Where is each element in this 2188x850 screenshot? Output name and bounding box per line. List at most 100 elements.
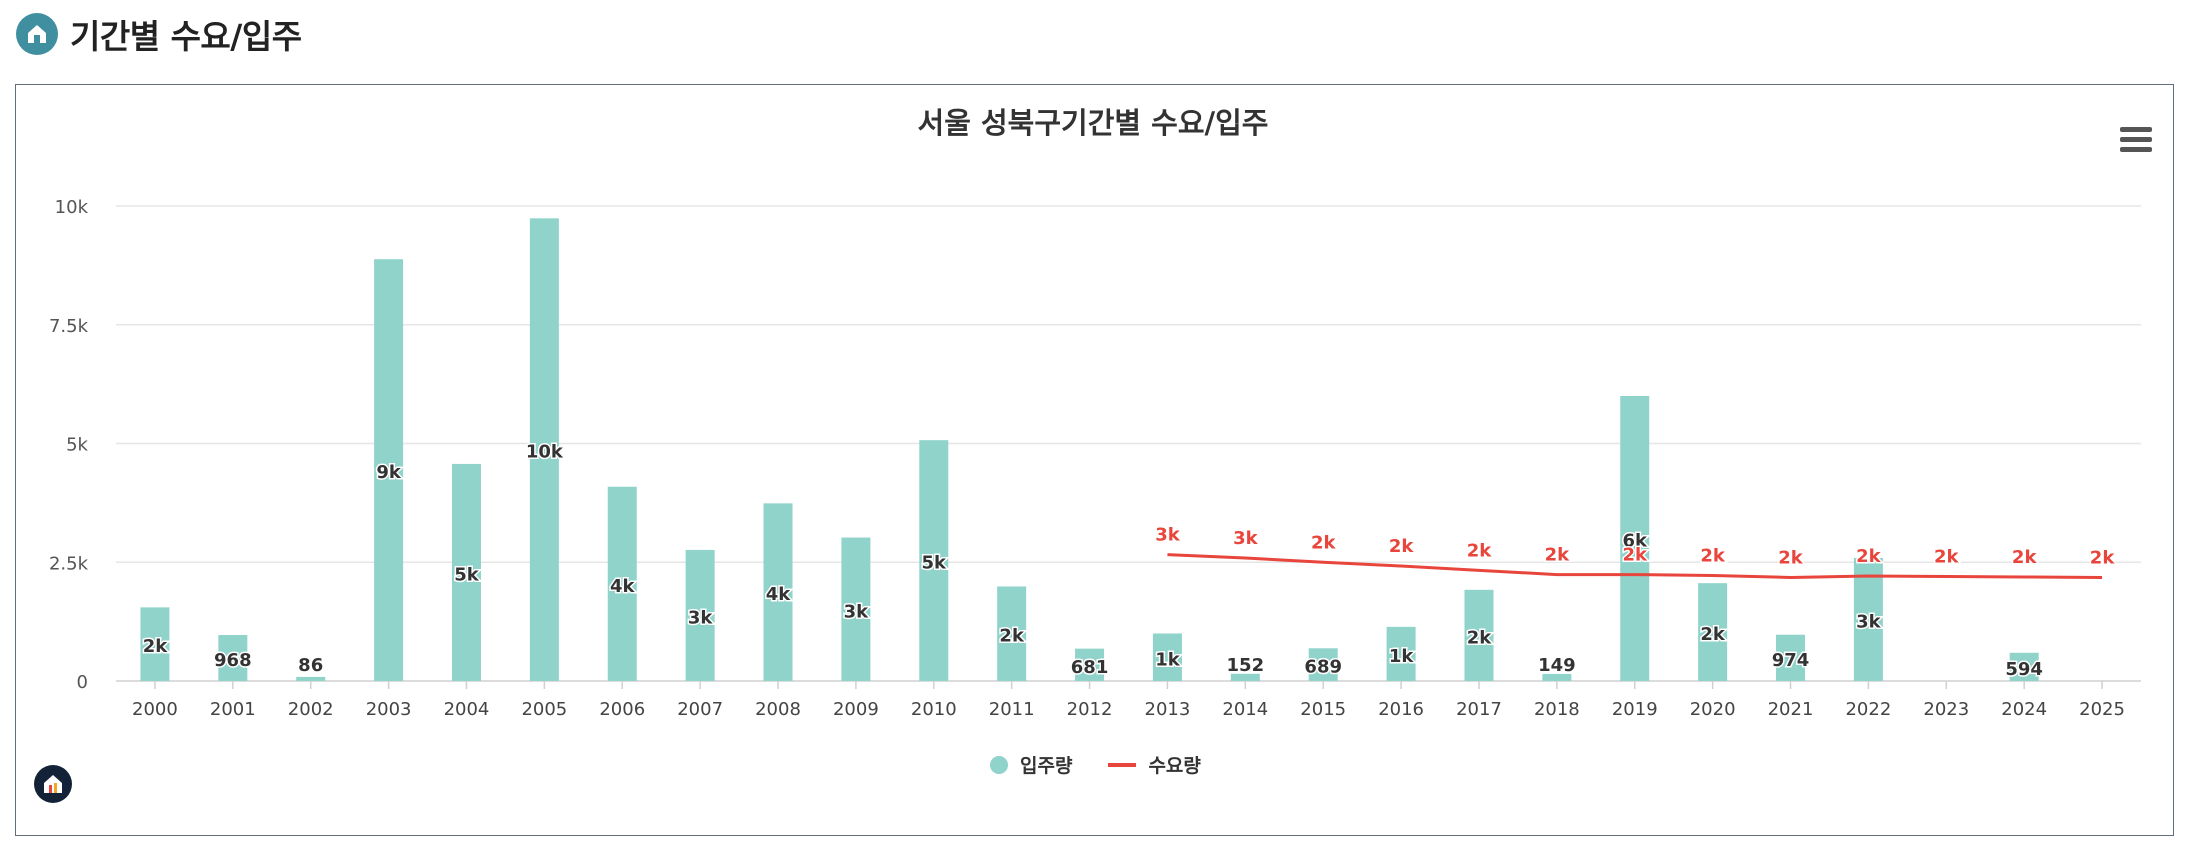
bar-data-label: 968 [214, 650, 252, 671]
bar[interactable] [451, 463, 481, 681]
bar-data-label: 2k [1467, 627, 1493, 648]
y-tick-label: 5k [66, 435, 88, 456]
line-data-label: 3k [1155, 525, 1181, 546]
x-tick-label: 2015 [1300, 699, 1346, 720]
bar-data-label: 2k [1700, 624, 1726, 645]
y-tick-label: 2.5k [49, 553, 89, 574]
x-tick-label: 2007 [677, 699, 723, 720]
bar[interactable] [2009, 652, 2039, 681]
page-header: 기간별 수요/입주 [16, 10, 302, 58]
x-tick-label: 2012 [1067, 699, 1113, 720]
bar-data-label: 3k [844, 601, 870, 622]
bar[interactable] [1776, 634, 1806, 681]
x-tick-label: 2013 [1145, 699, 1191, 720]
bar[interactable] [1386, 626, 1416, 681]
line-data-label: 2k [1545, 545, 1571, 566]
bar-data-label: 3k [688, 607, 714, 628]
x-tick-label: 2005 [521, 699, 567, 720]
bar-data-label: 10k [526, 442, 564, 463]
bar[interactable] [1308, 648, 1338, 681]
bar[interactable] [763, 503, 793, 681]
line-data-label: 2k [1389, 536, 1415, 557]
bar-data-label: 594 [2005, 659, 2043, 680]
line-data-label: 2k [1467, 540, 1493, 561]
bar-data-label: 6k [1623, 531, 1649, 552]
y-tick-label: 10k [55, 197, 89, 218]
line-data-label: 2k [1778, 547, 1804, 568]
bar-data-label: 2k [999, 626, 1025, 647]
bar[interactable] [1853, 557, 1883, 681]
line-data-label: 2k [1623, 545, 1649, 566]
x-tick-label: 2009 [833, 699, 879, 720]
home-icon [16, 13, 58, 55]
x-tick-label: 2011 [989, 699, 1035, 720]
y-tick-label: 7.5k [49, 316, 89, 337]
bar[interactable] [997, 586, 1027, 681]
demand-line[interactable] [1167, 553, 2103, 579]
chart-title: 서울 성북구기간별 수요/입주 [918, 106, 1269, 140]
bar[interactable] [1542, 673, 1572, 681]
bar[interactable] [919, 440, 949, 681]
bar[interactable] [529, 218, 559, 681]
bar[interactable] [1075, 648, 1105, 681]
bar-data-label: 3k [1856, 611, 1882, 632]
bar-data-label: 681 [1071, 657, 1109, 678]
line-data-label: 2k [1311, 532, 1337, 553]
bar[interactable] [1230, 673, 1260, 681]
chart-plot: 서울 성북구기간별 수요/입주 0 2.5k 5k 7.5k 10k 2000 2001 20… [49, 106, 2141, 720]
bar-data-label: 149 [1538, 655, 1576, 676]
x-tick-label: 2019 [1612, 699, 1658, 720]
bar[interactable] [841, 537, 871, 681]
x-tick-label: 2010 [911, 699, 957, 720]
bar[interactable] [685, 549, 715, 681]
line-data-label: 2k [1856, 546, 1882, 567]
x-tick-label: 2018 [1534, 699, 1580, 720]
bar[interactable] [607, 486, 637, 681]
chart-container: 서울 성북구기간별 수요/입주 0 2.5k 5k 7.5k 10k 2000 2001 20… [15, 84, 2174, 836]
line-data-label: 2k [1934, 547, 1960, 568]
bar[interactable] [140, 607, 170, 681]
x-tick-label: 2004 [444, 699, 490, 720]
y-tick-label: 0 [77, 672, 88, 693]
bar-data-label: 5k [454, 564, 480, 585]
bar[interactable] [1698, 583, 1728, 681]
brand-logo-icon [34, 765, 72, 803]
x-tick-label: 2020 [1690, 699, 1736, 720]
line-data-label: 2k [1700, 546, 1726, 567]
bar[interactable] [296, 676, 326, 681]
x-tick-label: 2001 [210, 699, 256, 720]
line-data-label: 2k [2012, 547, 2038, 568]
x-tick-label: 2017 [1456, 699, 1502, 720]
bar[interactable] [374, 259, 404, 681]
bar-data-label: 86 [298, 655, 323, 676]
legend-label-demand: 수요량 [1148, 755, 1201, 777]
bar-data-label: 689 [1304, 657, 1342, 678]
legend-item-supply[interactable]: 입주량 [990, 751, 1072, 778]
bar[interactable] [218, 635, 248, 681]
bar-data-label: 2k [143, 636, 169, 657]
x-tick-label: 2022 [1845, 699, 1891, 720]
legend-item-demand[interactable]: 수요량 [1108, 751, 1201, 778]
x-tick-label: 2025 [2079, 699, 2125, 720]
bar[interactable] [1152, 633, 1182, 682]
bar-data-label: 974 [1772, 650, 1810, 671]
x-tick-label: 2016 [1378, 699, 1424, 720]
x-tick-label: 2021 [1768, 699, 1814, 720]
x-tick-label: 2002 [288, 699, 334, 720]
bar-data-label: 4k [610, 576, 636, 597]
x-tick-label: 2008 [755, 699, 801, 720]
menu-line [2120, 147, 2152, 152]
page-title: 기간별 수요/입주 [70, 17, 302, 56]
bar-data-label: 4k [766, 584, 792, 605]
bar-data-label: 9k [376, 462, 402, 483]
bar[interactable] [1620, 396, 1650, 681]
bar-data-label: 1k [1155, 649, 1181, 670]
x-tick-label: 2006 [599, 699, 645, 720]
menu-line [2120, 127, 2152, 132]
bar-data-label: 1k [1389, 646, 1415, 667]
bar[interactable] [1464, 589, 1494, 681]
x-tick-label: 2024 [2001, 699, 2047, 720]
bar-data-label: 5k [922, 553, 948, 574]
chart-menu-button[interactable] [2120, 127, 2152, 155]
chart-legend: 입주량 수요량 [990, 751, 1201, 778]
